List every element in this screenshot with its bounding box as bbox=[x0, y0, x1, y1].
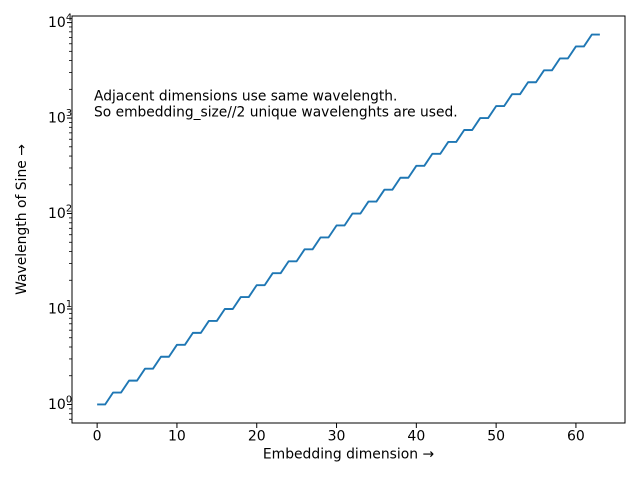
annotation-line-1: Adjacent dimensions use same wavelength. bbox=[94, 89, 397, 105]
annotation-line-2: So embedding_size//2 unique wavelenghts … bbox=[94, 105, 458, 121]
x-tick-label: 10 bbox=[168, 429, 186, 445]
x-tick-label: 60 bbox=[567, 429, 585, 445]
y-tick-label: 101 bbox=[48, 299, 72, 318]
y-axis-label: Wavelength of Sine → bbox=[14, 144, 30, 295]
x-tick-label: 30 bbox=[328, 429, 346, 445]
wavelength-line bbox=[97, 33, 600, 406]
axes-spines bbox=[71, 15, 626, 424]
y-tick-label: 100 bbox=[48, 394, 72, 413]
plot-area: 0 10 20 30 40 50 60 100 101 102 103 104 bbox=[48, 13, 626, 445]
x-tick-label: 20 bbox=[248, 429, 266, 445]
y-tick-label: 103 bbox=[48, 108, 72, 127]
x-tick-label: 40 bbox=[407, 429, 425, 445]
x-tick-label: 0 bbox=[93, 429, 102, 445]
x-tick-label: 50 bbox=[487, 429, 505, 445]
y-tick-label: 102 bbox=[48, 204, 72, 223]
y-tick-label: 104 bbox=[48, 13, 72, 32]
x-axis-label: Embedding dimension → bbox=[263, 447, 434, 463]
